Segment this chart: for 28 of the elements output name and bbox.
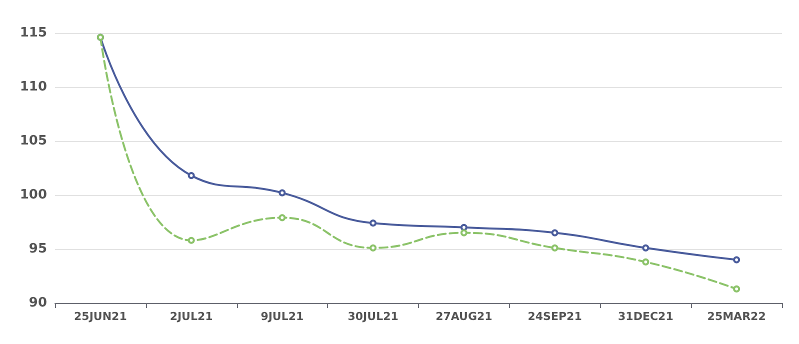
x-tick-label: 25MAR22	[707, 310, 766, 323]
point	[370, 220, 377, 227]
y-tick-label: 95	[28, 242, 47, 256]
y-tick-label: 110	[20, 80, 47, 94]
point	[733, 256, 740, 264]
point	[188, 172, 195, 180]
y-tick-label: 105	[20, 134, 47, 148]
x-tick-label: 25JUN21	[74, 310, 127, 323]
point	[460, 229, 468, 236]
point	[278, 189, 286, 196]
x-tick-label: 2JUL21	[170, 310, 213, 323]
point	[188, 236, 195, 244]
x-tick-label: 27AUG21	[436, 310, 492, 323]
point	[278, 214, 286, 222]
y-tick-label: 90	[28, 296, 47, 310]
point	[642, 244, 650, 252]
x-tick-label: 30JUL21	[348, 310, 398, 323]
point	[642, 258, 650, 266]
point	[370, 244, 377, 252]
x-tick-label: 24SEP21	[528, 310, 582, 323]
x-tick-label: 31DEC21	[618, 310, 674, 323]
x-tick-label: 9JUL21	[260, 310, 304, 323]
point	[551, 229, 558, 236]
point	[733, 285, 740, 292]
y-tick-label: 100	[20, 188, 47, 202]
y-tick-label: 115	[20, 26, 47, 40]
point	[551, 244, 558, 252]
point	[460, 224, 468, 231]
